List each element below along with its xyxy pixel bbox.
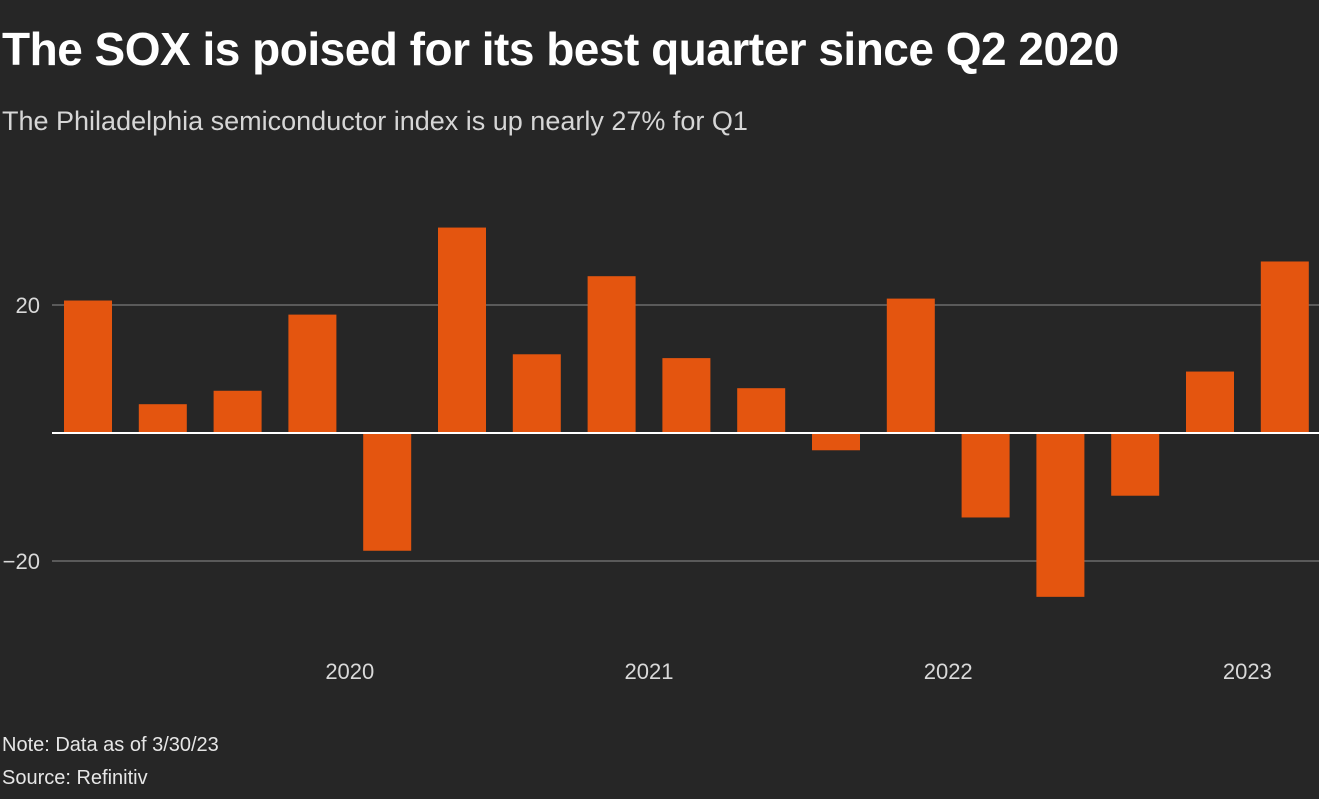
- chart-title: The SOX is poised for its best quarter s…: [2, 23, 1119, 75]
- bar: [587, 276, 636, 433]
- bar: [886, 298, 935, 433]
- bar: [64, 300, 112, 433]
- bar: [1260, 261, 1309, 433]
- bar: [961, 433, 1010, 518]
- chart-subtitle: The Philadelphia semiconductor index is …: [2, 106, 748, 136]
- chart-note: Note: Data as of 3/30/23: [2, 734, 219, 756]
- bar-chart: 20 −20 2020 2021 2022 2023: [3, 227, 1319, 684]
- bar: [512, 354, 561, 433]
- y-tick-label: −20: [3, 549, 40, 574]
- bar: [1111, 433, 1160, 496]
- bar: [438, 227, 486, 433]
- bar: [662, 358, 711, 433]
- bar: [363, 433, 412, 551]
- gridlines: [52, 304, 1319, 562]
- x-axis-ticks: 2020 2021 2022 2023: [325, 659, 1272, 684]
- bar: [288, 314, 337, 433]
- x-tick-label: 2022: [924, 659, 973, 684]
- bars: [64, 227, 1309, 597]
- chart-source: Source: Refinitiv: [2, 767, 148, 789]
- bar: [138, 404, 187, 433]
- bar: [213, 390, 262, 433]
- x-tick-label: 2020: [325, 659, 374, 684]
- bar: [1186, 371, 1234, 433]
- x-tick-label: 2021: [625, 659, 674, 684]
- y-tick-label: 20: [16, 293, 40, 318]
- y-axis-ticks: 20 −20: [3, 293, 40, 574]
- bar: [812, 433, 860, 451]
- bar: [1036, 433, 1085, 597]
- bar: [737, 388, 786, 433]
- x-tick-label: 2023: [1223, 659, 1272, 684]
